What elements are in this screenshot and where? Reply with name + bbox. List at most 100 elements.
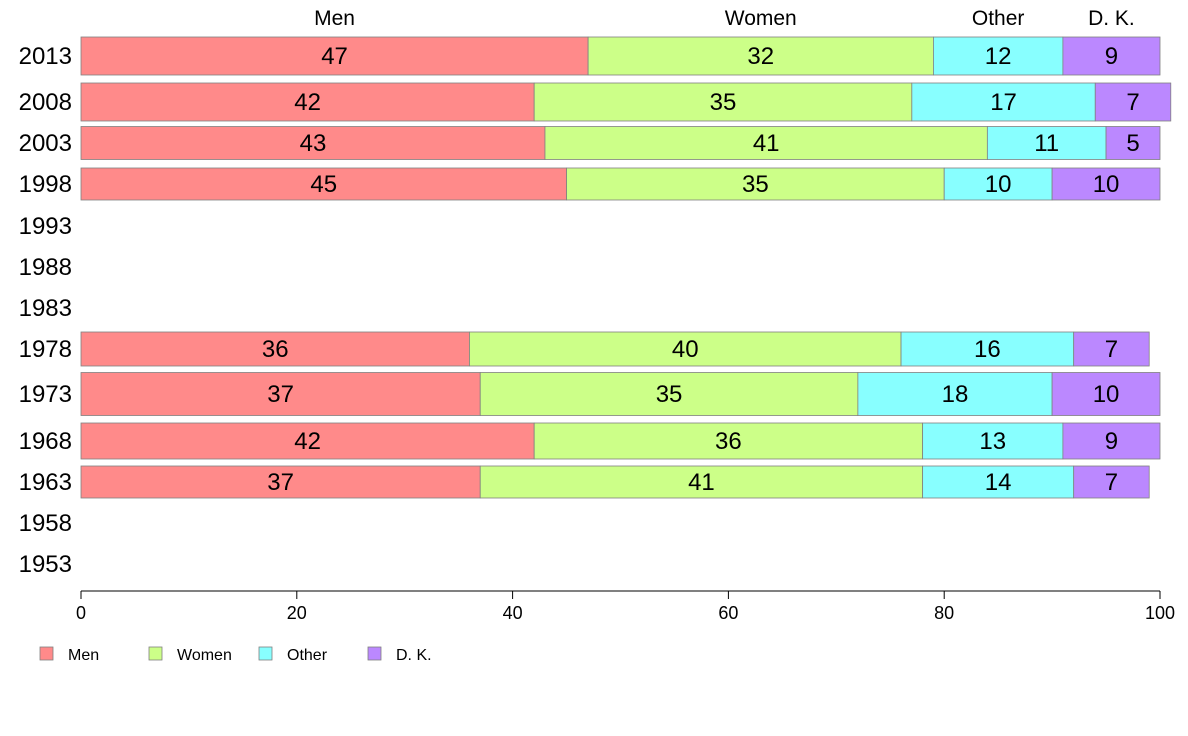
legend-label-other: Other [287, 647, 328, 664]
year-label-1953: 1953 [19, 551, 72, 578]
bar-label-1998-d-k: 10 [1093, 171, 1120, 198]
bar-label-1998-men: 45 [310, 171, 337, 198]
bar-label-1978-women: 40 [672, 336, 699, 363]
bar-2008-men [80, 82, 535, 122]
bar-2008-other [911, 82, 1096, 122]
bar-1978-other [900, 331, 1075, 367]
bar-label-2013-other: 12 [985, 43, 1012, 70]
x-tick-label-80: 80 [934, 603, 954, 623]
bar-label-1963-d-k: 7 [1105, 469, 1118, 496]
bar-2003-women [544, 126, 988, 160]
year-label-2013: 2013 [19, 43, 72, 70]
bar-label-2008-men: 42 [294, 89, 321, 116]
bar-1963-men [80, 465, 481, 499]
year-label-1968: 1968 [19, 428, 72, 455]
bar-2003-men [80, 126, 546, 160]
bar-label-2013-d-k: 9 [1105, 43, 1118, 70]
bar-row-1973: 37 35 18 10 [80, 372, 1161, 416]
bar-1973-men [80, 372, 481, 416]
bar-2008-d-k [1094, 82, 1172, 122]
bar-label-1968-d-k: 9 [1105, 428, 1118, 455]
year-label-1963: 1963 [19, 469, 72, 496]
legend-label-women: Women [177, 647, 232, 664]
bar-1998-women [566, 167, 945, 201]
bar-2013-men [80, 36, 589, 76]
bar-label-2013-women: 32 [747, 43, 774, 70]
legend-swatch-men [39, 646, 54, 661]
legend-swatch-other [258, 646, 273, 661]
bar-row-2013: 47 32 12 9 [80, 36, 1161, 76]
year-label-1993: 1993 [19, 213, 72, 240]
series-header-labels: Men Women Other D. K. [314, 7, 1135, 30]
x-tick-label-0: 0 [76, 603, 86, 623]
bar-row-1963: 37 41 14 7 [80, 465, 1150, 499]
year-label-1983: 1983 [19, 295, 72, 322]
year-axis-labels: 2013 2008 2003 1998 1993 1988 1983 1978 1973 1968… [19, 43, 72, 578]
bar-1963-d-k [1073, 465, 1150, 499]
x-tick-label-40: 40 [503, 603, 523, 623]
bar-label-1978-other: 16 [974, 336, 1001, 363]
bar-label-1973-men: 37 [267, 381, 294, 408]
bar-1973-women [479, 372, 859, 416]
bar-label-1973-d-k: 10 [1093, 381, 1120, 408]
bar-1998-d-k [1051, 167, 1161, 201]
bar-label-2008-other: 17 [990, 89, 1017, 116]
legend-swatch-women [148, 646, 163, 661]
bar-label-1968-other: 13 [979, 428, 1006, 455]
bar-label-1998-other: 10 [985, 171, 1012, 198]
year-label-1973: 1973 [19, 381, 72, 408]
bar-label-2003-other: 11 [1034, 130, 1059, 157]
bars: 47 32 12 9 42 35 17 7 43 41 11 5 45 35 10 10 36 40 16 7 37 35… [80, 36, 1172, 499]
bar-label-1998-women: 35 [742, 171, 769, 198]
bar-row-2008: 42 35 17 7 [80, 82, 1172, 122]
bar-row-1968: 42 36 13 9 [80, 422, 1161, 460]
bar-label-1963-men: 37 [267, 469, 294, 496]
bar-label-2008-d-k: 7 [1126, 89, 1139, 116]
bar-label-2003-men: 43 [300, 130, 327, 157]
bar-1973-d-k [1051, 372, 1161, 416]
bar-row-1978: 36 40 16 7 [80, 331, 1150, 367]
year-label-1998: 1998 [19, 171, 72, 198]
year-label-1958: 1958 [19, 510, 72, 537]
bar-label-2003-d-k: 5 [1126, 130, 1139, 157]
x-tick-label-60: 60 [718, 603, 738, 623]
header-label-other: Other [972, 7, 1025, 30]
bar-2008-women [533, 82, 913, 122]
bar-label-1978-men: 36 [262, 336, 289, 363]
bar-label-1973-other: 18 [942, 381, 969, 408]
bar-label-1978-d-k: 7 [1105, 336, 1118, 363]
bar-label-2003-women: 41 [753, 130, 780, 157]
bar-1978-women [469, 331, 902, 367]
legend-label-d-k: D. K. [396, 647, 432, 664]
x-tick-label-20: 20 [287, 603, 307, 623]
bar-2013-women [587, 36, 934, 76]
bar-1968-other [922, 422, 1064, 460]
bar-1978-men [80, 331, 470, 367]
bar-1973-other [857, 372, 1053, 416]
legend: Men Women Other D. K. [39, 646, 432, 664]
x-tick-label-100: 100 [1145, 603, 1175, 623]
year-label-1978: 1978 [19, 336, 72, 363]
bar-1968-d-k [1062, 422, 1161, 460]
bar-label-1968-men: 42 [294, 428, 321, 455]
bar-row-2003: 43 41 11 5 [80, 126, 1161, 160]
bar-label-2008-women: 35 [710, 89, 737, 116]
bar-label-1963-women: 41 [688, 469, 715, 496]
bar-label-2013-men: 47 [321, 43, 348, 70]
header-label-d-k: D. K. [1088, 7, 1135, 30]
bar-1968-men [80, 422, 535, 460]
header-label-women: Women [725, 7, 797, 30]
bar-label-1973-women: 35 [656, 381, 683, 408]
bar-label-1968-women: 36 [715, 428, 742, 455]
bar-2013-other [933, 36, 1064, 76]
bar-row-1998: 45 35 10 10 [80, 167, 1161, 201]
header-label-men: Men [314, 7, 355, 30]
bar-2013-d-k [1062, 36, 1161, 76]
bar-1978-d-k [1073, 331, 1150, 367]
bar-1963-other [922, 465, 1075, 499]
year-label-1988: 1988 [19, 254, 72, 281]
legend-label-men: Men [68, 647, 99, 664]
bar-2003-d-k [1105, 126, 1161, 160]
x-axis-ticks: 0 20 40 60 80 100 [76, 591, 1175, 623]
